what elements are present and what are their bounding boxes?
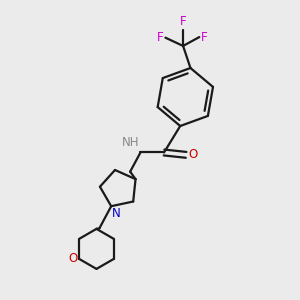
Text: F: F bbox=[157, 31, 164, 44]
Text: F: F bbox=[180, 15, 186, 28]
Text: NH: NH bbox=[122, 136, 139, 149]
Text: N: N bbox=[112, 207, 121, 220]
Text: O: O bbox=[68, 252, 78, 266]
Text: F: F bbox=[201, 31, 207, 44]
Text: O: O bbox=[188, 148, 198, 161]
